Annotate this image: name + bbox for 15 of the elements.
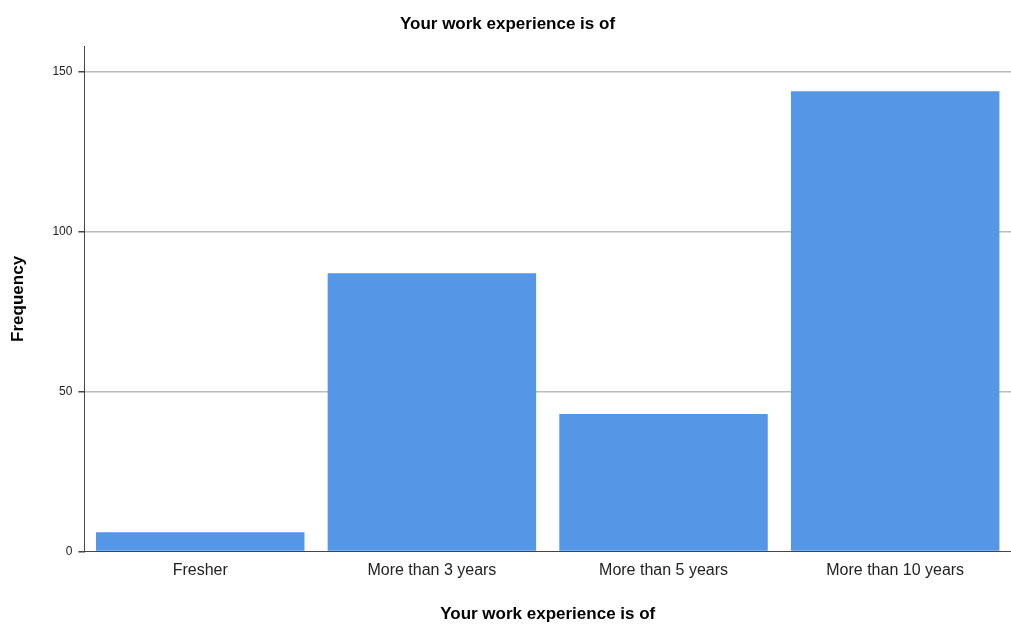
x-tick-label: More than 10 years <box>826 561 965 579</box>
y-tick-label: 100 <box>52 224 73 239</box>
x-axis-title: Your work experience is of <box>440 604 656 624</box>
chart-title: Your work experience is of <box>399 13 616 33</box>
x-tick-label: Fresher <box>172 561 229 579</box>
y-tick-label: 150 <box>52 64 73 79</box>
bar <box>96 532 305 551</box>
bar <box>790 91 1000 551</box>
y-axis-title: Frequency <box>7 255 27 342</box>
y-tick-label: 50 <box>59 383 73 398</box>
bar <box>559 413 768 551</box>
x-tick-label: More than 5 years <box>599 561 729 579</box>
y-tick-label: 0 <box>65 543 73 558</box>
bar <box>327 273 537 551</box>
x-tick-label: More than 3 years <box>367 561 497 579</box>
